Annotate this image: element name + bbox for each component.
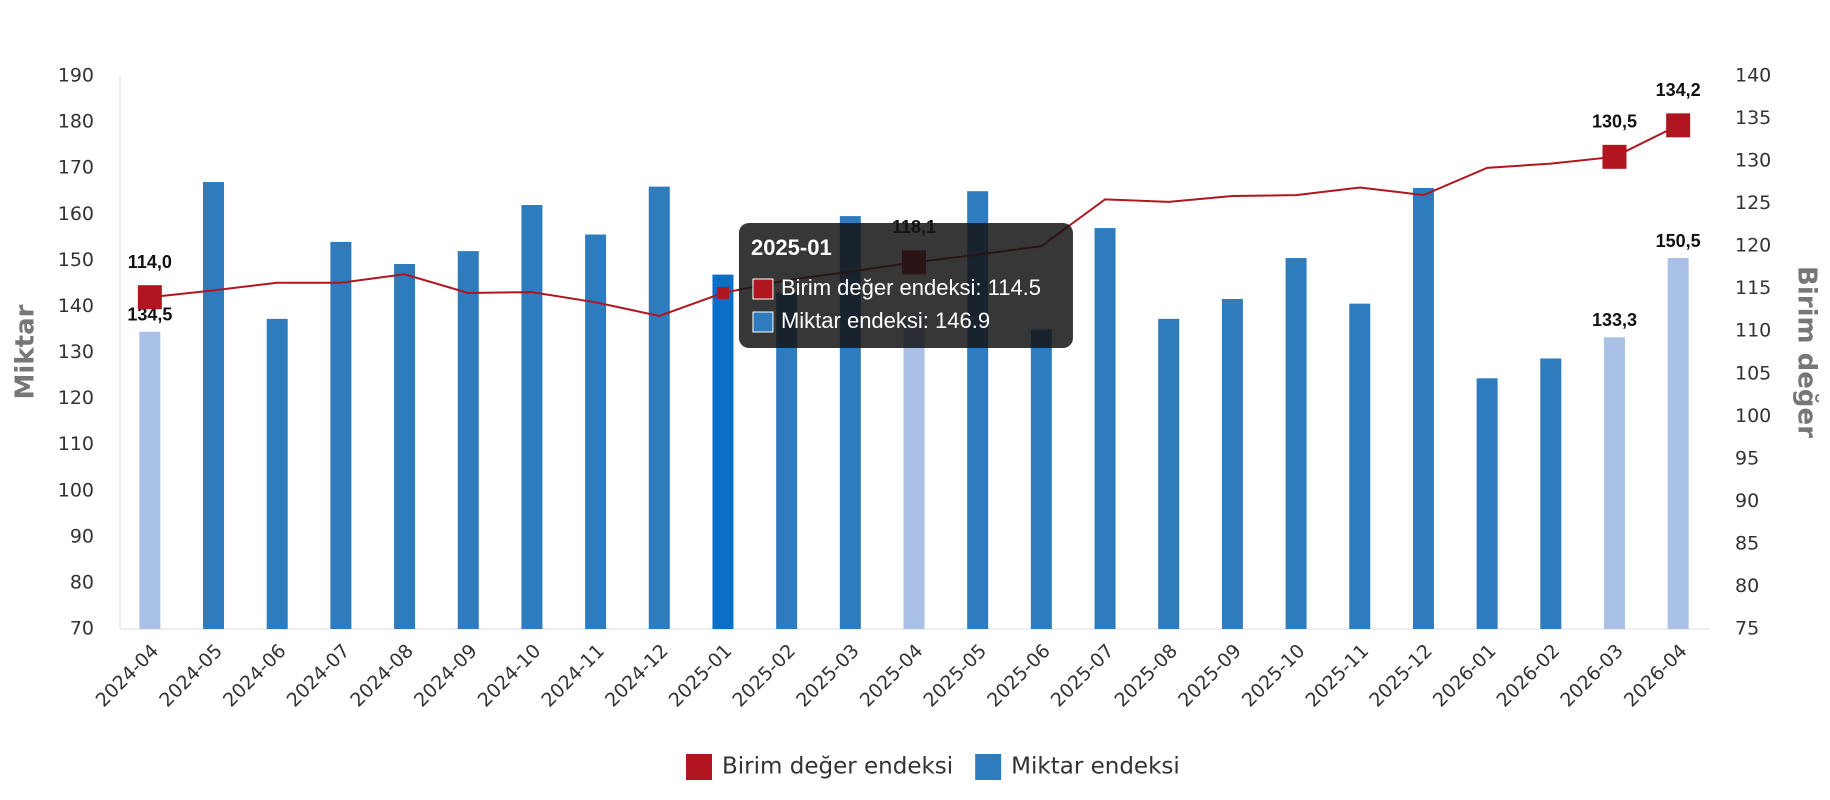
- legend-label: Birim değer endeksi: [722, 754, 953, 780]
- y2-tick-label: 75: [1735, 618, 1759, 640]
- x-tick-label: 2026-01: [1429, 640, 1501, 712]
- y-tick-label: 180: [58, 111, 94, 133]
- bar: [648, 186, 670, 629]
- bar: [457, 251, 479, 629]
- y2-tick-label: 110: [1735, 320, 1771, 342]
- x-tick-label: 2026-04: [1620, 640, 1692, 712]
- bar: [712, 274, 734, 629]
- bar: [1349, 303, 1371, 629]
- line-marker: [1602, 144, 1627, 169]
- line-value-label: 130,5: [1592, 112, 1637, 132]
- legend-swatch: [686, 754, 712, 780]
- x-tick-label: 2025-08: [1110, 640, 1182, 712]
- x-tick-label: 2024-06: [219, 640, 291, 712]
- y-axis-title: Miktar: [11, 304, 41, 399]
- x-tick-label: 2024-12: [601, 640, 673, 712]
- bar: [1603, 337, 1625, 629]
- tooltip-line: Birim değer endeksi: 114.5: [781, 275, 1041, 300]
- x-tick-label: 2025-05: [919, 640, 991, 712]
- y-tick-label: 70: [70, 618, 94, 640]
- y-tick-label: 190: [58, 65, 94, 87]
- y-tick-label: 80: [70, 571, 94, 593]
- y-tick-label: 170: [58, 157, 94, 179]
- x-tick-label: 2024-08: [346, 640, 418, 712]
- x-tick-label: 2025-07: [1047, 640, 1119, 712]
- y2-tick-label: 85: [1735, 532, 1759, 554]
- bar: [330, 241, 352, 629]
- y2-tick-label: 120: [1735, 235, 1771, 257]
- tooltip-title: 2025-01: [751, 235, 832, 260]
- x-tick-label: 2024-05: [155, 640, 227, 712]
- x-tick-label: 2025-06: [983, 640, 1055, 712]
- y2-tick-label: 130: [1735, 150, 1771, 172]
- x-tick-label: 2024-09: [410, 640, 482, 712]
- y-tick-label: 140: [58, 295, 94, 317]
- bar: [585, 234, 607, 629]
- x-tick-label: 2024-04: [92, 640, 164, 712]
- x-tick-label: 2024-11: [537, 640, 609, 712]
- bar: [1285, 258, 1307, 629]
- y-tick-label: 160: [58, 203, 94, 225]
- y-tick-label: 130: [58, 341, 94, 363]
- tooltip-box: [738, 223, 1073, 348]
- bar: [1476, 378, 1498, 629]
- x-tick-label: 2025-12: [1365, 640, 1437, 712]
- y-tick-label: 90: [70, 525, 94, 547]
- legend-swatch: [975, 754, 1002, 780]
- bar: [203, 181, 225, 629]
- y2-tick-label: 90: [1735, 490, 1759, 512]
- y2-axis-title: Birim değer: [1792, 266, 1822, 438]
- bar: [1158, 318, 1180, 629]
- x-tick-label: 2024-07: [283, 640, 355, 712]
- bar: [903, 315, 925, 629]
- tooltip-line: Miktar endeksi: 146.9: [781, 308, 990, 333]
- line-marker: [1666, 113, 1691, 138]
- y-tick-label: 110: [58, 433, 94, 455]
- y2-tick-label: 140: [1735, 65, 1771, 87]
- x-tick-label: 2025-09: [1174, 640, 1246, 712]
- bar-value-label: 134,5: [127, 305, 172, 325]
- x-tick-label: 2025-03: [792, 640, 864, 712]
- bar: [1540, 358, 1562, 629]
- line-value-label: 134,2: [1656, 80, 1701, 100]
- y2-tick-label: 100: [1735, 405, 1771, 427]
- x-tick-label: 2026-03: [1556, 640, 1628, 712]
- tooltip: 2025-01 Birim değer endeksi: 114.5 Miktar …: [738, 223, 1073, 348]
- x-tick-label: 2025-01: [665, 640, 737, 712]
- bar-value-label: 150,5: [1656, 231, 1701, 251]
- tooltip-swatch: [752, 278, 774, 300]
- bar: [139, 331, 161, 629]
- bar: [1221, 299, 1243, 629]
- x-tick-label: 2024-10: [474, 640, 546, 712]
- hover-marker: [716, 286, 729, 299]
- bar: [394, 264, 416, 629]
- x-tick-label: 2025-04: [856, 640, 928, 712]
- y2-tick-label: 135: [1735, 107, 1771, 129]
- bar: [1030, 329, 1052, 629]
- bar: [266, 318, 288, 629]
- x-tick-label: 2025-10: [1238, 640, 1310, 712]
- y2-tick-label: 95: [1735, 447, 1759, 469]
- y2-tick-label: 115: [1735, 277, 1771, 299]
- y-tick-label: 100: [58, 479, 94, 501]
- x-tick-label: 2025-11: [1301, 640, 1373, 712]
- x-tick-label: 2025-02: [728, 640, 800, 712]
- y2-tick-label: 125: [1735, 192, 1771, 214]
- bar: [521, 205, 543, 630]
- y-tick-label: 120: [58, 387, 94, 409]
- bar: [1667, 258, 1689, 629]
- line-value-label: 114,0: [128, 252, 172, 272]
- legend-label: Miktar endeksi: [1011, 754, 1180, 780]
- y2-tick-label: 80: [1735, 575, 1759, 597]
- bar: [1412, 187, 1434, 630]
- x-tick-label: 2026-02: [1493, 640, 1565, 712]
- y-tick-label: 150: [58, 249, 94, 271]
- line-marker: [137, 285, 162, 310]
- bar-value-label: 133,3: [1592, 310, 1637, 330]
- tooltip-swatch: [752, 311, 774, 333]
- y2-tick-label: 105: [1735, 362, 1771, 384]
- bar: [1094, 228, 1116, 629]
- bar: [776, 292, 798, 629]
